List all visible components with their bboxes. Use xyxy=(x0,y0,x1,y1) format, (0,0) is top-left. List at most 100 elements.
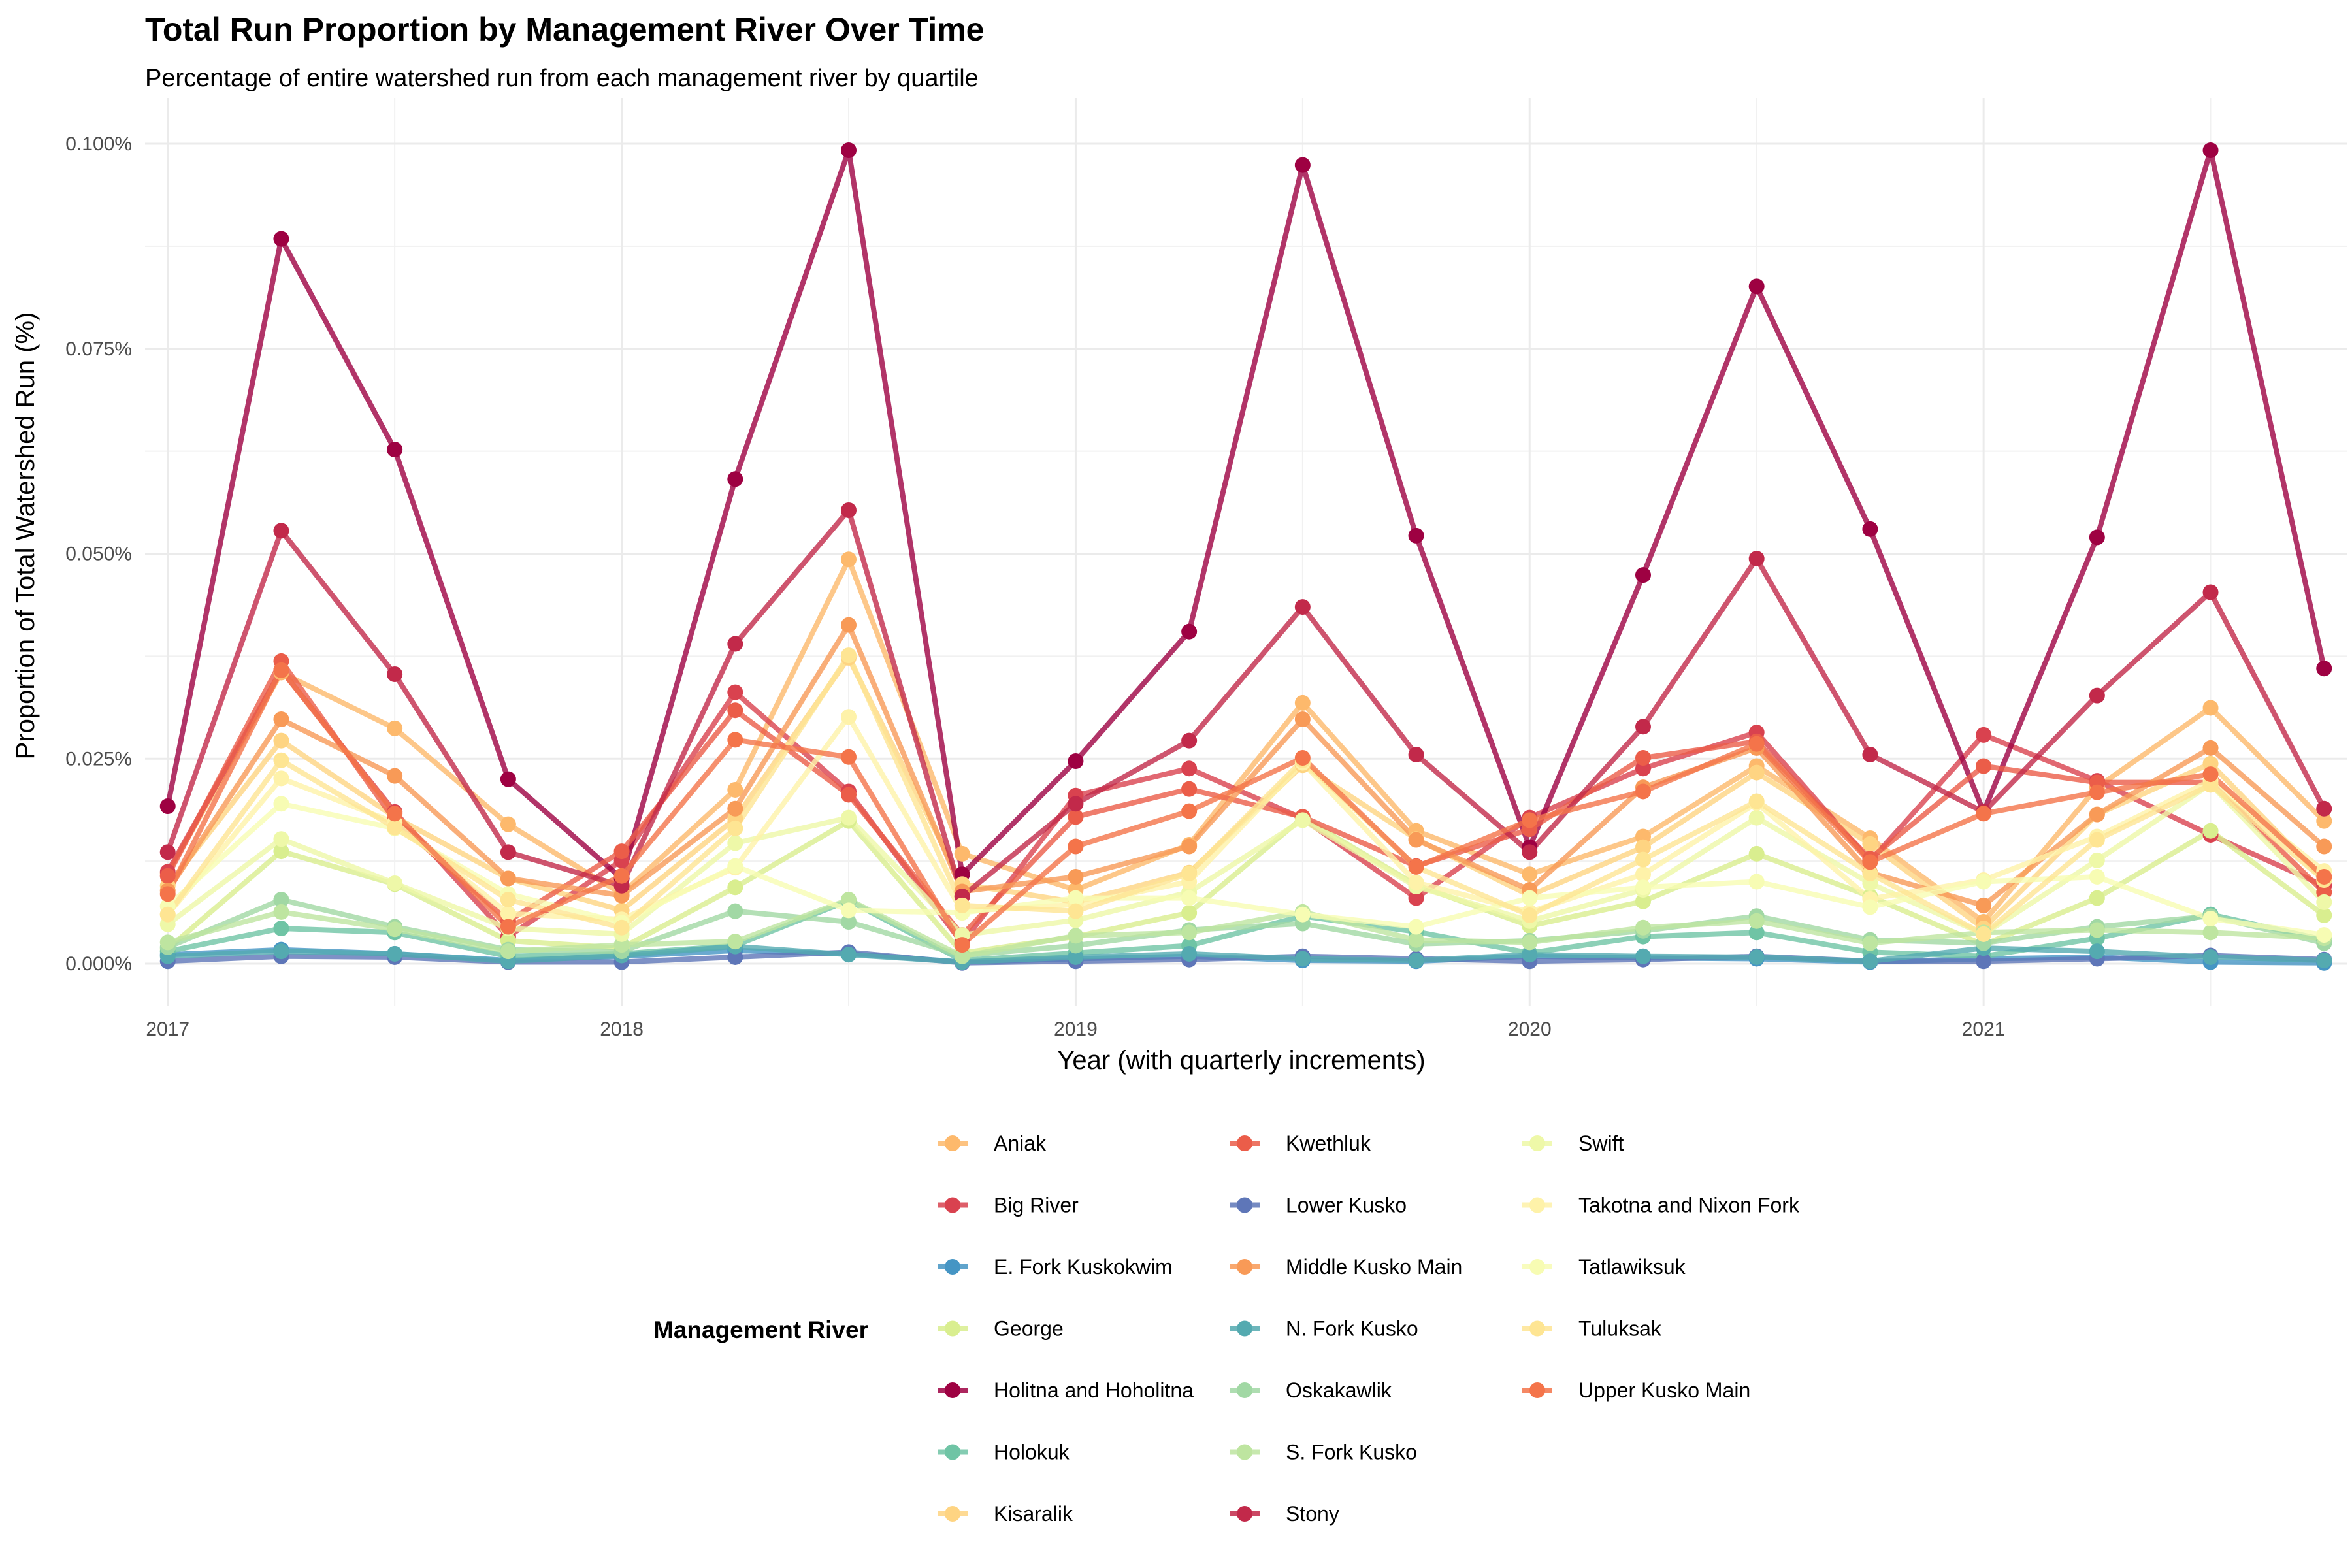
legend-item: Tatlawiksuk xyxy=(1522,1255,1686,1279)
series-line xyxy=(165,714,2327,923)
series-line xyxy=(165,667,2327,946)
data-point xyxy=(2316,907,2332,923)
data-point xyxy=(500,919,516,935)
data-point xyxy=(1748,913,1765,929)
data-point xyxy=(841,647,857,664)
data-point xyxy=(2202,823,2219,839)
series-line xyxy=(165,898,2327,963)
series-line xyxy=(165,897,2327,959)
data-point xyxy=(2089,943,2105,960)
series-line xyxy=(165,658,2327,938)
series-upper-kusko-main xyxy=(165,667,2327,948)
data-point xyxy=(2089,832,2105,848)
series-points-holitna-and-hoholitna xyxy=(159,142,2332,887)
y-tick-label: 0.050% xyxy=(65,544,132,565)
y-tick-label: 0.100% xyxy=(65,133,132,155)
data-point xyxy=(2202,924,2219,941)
x-tick-label: 2021 xyxy=(1962,1019,2006,1040)
legend-key-point xyxy=(1529,1135,1545,1151)
data-point xyxy=(1181,781,1198,797)
data-point xyxy=(1068,753,1084,770)
series-n-fork-kusko xyxy=(165,943,2327,965)
series-s-fork-kusko xyxy=(165,897,2327,959)
legend: Management River Aniak Big River E. Fork K… xyxy=(653,1132,1800,1526)
data-point xyxy=(1181,732,1198,749)
legend-label: Tatlawiksuk xyxy=(1578,1255,1686,1279)
legend-label: Holokuk xyxy=(994,1441,1070,1464)
series-points-upper-kusko-main xyxy=(159,662,2332,953)
data-point xyxy=(1068,928,1084,944)
data-point xyxy=(727,934,743,950)
series-line xyxy=(165,653,2327,937)
data-point xyxy=(1408,874,1424,890)
legend-label: Lower Kusko xyxy=(1286,1194,1407,1217)
data-point xyxy=(1068,838,1084,855)
data-point xyxy=(954,845,970,862)
data-point xyxy=(954,937,970,953)
data-point xyxy=(387,921,403,938)
legend-key-point xyxy=(1237,1444,1252,1460)
data-point xyxy=(1635,893,1651,909)
data-point xyxy=(1976,727,1992,743)
data-point xyxy=(2316,868,2332,885)
legend-item: Upper Kusko Main xyxy=(1522,1379,1750,1402)
data-point xyxy=(727,702,743,719)
legend-key-point xyxy=(1237,1382,1252,1398)
data-point xyxy=(1748,949,1765,965)
legend-item: E. Fork Kuskokwim xyxy=(938,1255,1173,1279)
data-point xyxy=(1294,906,1311,923)
data-point xyxy=(1862,854,1878,870)
data-point xyxy=(273,904,289,920)
data-point xyxy=(1068,796,1084,812)
data-point xyxy=(1068,903,1084,919)
data-point xyxy=(1748,874,1765,890)
data-point xyxy=(273,831,289,847)
data-point xyxy=(1635,783,1651,800)
data-point xyxy=(500,771,516,787)
data-point xyxy=(1748,551,1765,567)
legend-item: Kwethluk xyxy=(1230,1132,1371,1155)
data-point xyxy=(2316,838,2332,855)
data-point xyxy=(159,868,176,884)
chart-subtitle: Percentage of entire watershed run from … xyxy=(145,65,979,92)
data-point xyxy=(500,816,516,832)
legend-key-point xyxy=(945,1197,960,1213)
data-point xyxy=(1748,845,1765,862)
data-point xyxy=(1976,874,1992,890)
legend-item: Kisaralik xyxy=(938,1502,1073,1526)
legend-title: Management River xyxy=(653,1316,868,1343)
data-point xyxy=(841,502,857,518)
series-holitna-and-hoholitna xyxy=(165,148,2327,881)
legend-key-point xyxy=(1237,1259,1252,1275)
data-point xyxy=(2089,806,2105,823)
data-point xyxy=(387,720,403,736)
y-tick-label: 0.025% xyxy=(65,748,132,770)
x-axis-label: Year (with quarterly increments) xyxy=(1057,1046,1425,1075)
data-point xyxy=(727,636,743,652)
data-point xyxy=(1068,868,1084,885)
data-point xyxy=(2202,740,2219,756)
data-point xyxy=(1635,879,1651,896)
data-point xyxy=(613,868,630,884)
legend-label: George xyxy=(994,1317,1064,1341)
legend-label: Swift xyxy=(1578,1132,1624,1155)
legend-label: Kwethluk xyxy=(1286,1132,1371,1155)
data-point xyxy=(954,897,970,913)
data-point xyxy=(841,902,857,919)
legend-key-point xyxy=(945,1320,960,1337)
data-point xyxy=(159,844,176,860)
data-point xyxy=(1181,945,1198,962)
y-tick-label: 0.000% xyxy=(65,953,132,975)
data-point xyxy=(2316,800,2332,817)
data-point xyxy=(2316,813,2332,829)
x-tick-label: 2018 xyxy=(600,1019,644,1040)
data-point xyxy=(273,921,289,937)
series-takotna-and-nixon-fork xyxy=(165,714,2327,923)
data-point xyxy=(727,800,743,817)
data-point xyxy=(2089,868,2105,885)
data-point xyxy=(1068,890,1084,906)
data-point xyxy=(1748,278,1765,295)
data-point xyxy=(841,749,857,765)
data-point xyxy=(1522,947,1538,963)
